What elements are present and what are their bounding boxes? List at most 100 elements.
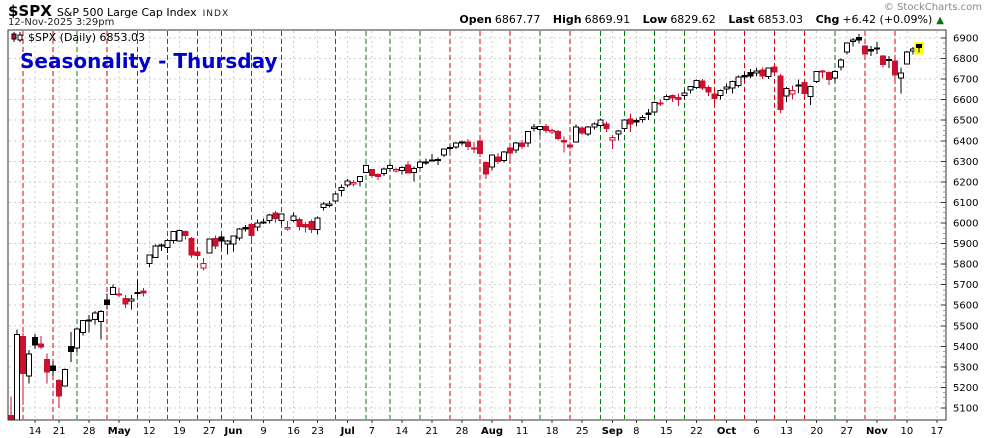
x-axis-label: 25 — [576, 426, 589, 437]
candle-body — [320, 203, 327, 208]
candle-body — [80, 320, 87, 334]
symbol-name: S&P 500 Large Cap Index — [56, 6, 197, 19]
x-axis-label: 15 — [660, 426, 673, 437]
low-value: 6829.62 — [670, 13, 716, 26]
candle-body — [326, 203, 333, 206]
candle-body — [218, 236, 225, 242]
candle-body — [86, 319, 93, 322]
x-axis-label: May — [108, 426, 131, 437]
candle-body — [525, 130, 532, 144]
x-axis-label: 14 — [395, 426, 408, 437]
candle-body — [446, 146, 453, 150]
y-axis-label: 6900 — [953, 34, 978, 45]
y-axis-label: 6300 — [953, 157, 978, 168]
candle-body — [26, 353, 33, 377]
change-up-arrow-icon: ▲ — [936, 15, 944, 26]
candle-body — [362, 165, 369, 173]
candle-body — [687, 86, 694, 91]
chg-label: Chg — [815, 13, 840, 26]
candle-body — [188, 237, 195, 256]
candle-body — [332, 193, 339, 202]
x-axis-label: 23 — [311, 426, 324, 437]
low-label: Low — [642, 13, 668, 26]
candle-body — [501, 151, 508, 161]
y-axis-label: 6700 — [953, 75, 978, 86]
candle-body — [296, 218, 303, 227]
candle-body — [74, 328, 81, 349]
x-axis-label: 13 — [780, 426, 793, 437]
candle-body — [464, 141, 471, 148]
candle-body — [128, 298, 135, 302]
candle-body — [681, 92, 688, 97]
candle-body — [849, 39, 856, 43]
candle-body — [392, 169, 399, 172]
candle-body — [110, 286, 117, 295]
candle-body — [356, 175, 363, 182]
candle-body — [92, 312, 99, 320]
candle-body — [206, 238, 213, 254]
candle-body — [434, 158, 441, 161]
candle-body — [410, 168, 417, 173]
candlestick-icon — [11, 32, 24, 42]
candle-body — [837, 59, 844, 68]
candle-body — [489, 154, 496, 168]
candle-body — [122, 297, 129, 305]
candle-body — [398, 167, 405, 172]
candle-body — [266, 214, 273, 222]
grid-layer — [9, 31, 945, 419]
candle-body — [152, 245, 159, 259]
candle-body — [314, 217, 321, 230]
x-axis-label: 19 — [173, 426, 186, 437]
y-axis-label: 5500 — [953, 321, 978, 332]
x-axis-label: 21 — [426, 426, 439, 437]
candle-body — [855, 37, 862, 41]
high-value: 6869.91 — [584, 13, 631, 26]
candle-body — [693, 80, 700, 89]
candle-body — [591, 123, 598, 128]
x-axis-label: Jul — [340, 426, 355, 437]
candle-body — [729, 81, 736, 89]
candle-body — [861, 45, 868, 55]
chg-value: +6.42 (+0.09%) — [842, 13, 933, 26]
candle-body — [470, 147, 477, 150]
candle-body — [573, 126, 580, 143]
candle-body — [290, 215, 297, 221]
y-axis-label: 6100 — [953, 198, 978, 209]
candle-body — [507, 147, 514, 154]
candle-body — [915, 44, 922, 49]
candle-body — [633, 120, 640, 123]
candle-body — [675, 96, 682, 101]
y-axis-label: 5700 — [953, 280, 978, 291]
candle-body — [609, 137, 616, 141]
x-axis-label: 18 — [546, 426, 559, 437]
candle-body — [711, 93, 718, 100]
candle-body — [771, 66, 778, 73]
y-axis-label: 5300 — [953, 362, 978, 373]
legend-text: $SPX (Daily) 6853.03 — [28, 31, 146, 44]
candle-body — [819, 70, 826, 73]
candle-body — [404, 164, 411, 174]
candle-body — [735, 76, 742, 87]
candle-body — [813, 71, 820, 82]
chart-legend: $SPX (Daily) 6853.03 — [11, 31, 145, 44]
candle-body — [158, 244, 165, 247]
candle-body — [789, 90, 796, 95]
candle-body — [699, 80, 706, 89]
candle-body — [380, 168, 387, 174]
candle-body — [242, 227, 249, 230]
candle-body — [831, 70, 838, 79]
y-axis-label: 5100 — [953, 404, 978, 415]
x-axis-label: 16 — [287, 426, 300, 437]
x-axis-label: 22 — [690, 426, 703, 437]
candle-body — [903, 51, 910, 65]
candle-body — [8, 415, 15, 420]
candle-body — [741, 75, 748, 78]
candle-body — [134, 291, 141, 294]
candle-body — [897, 72, 904, 79]
x-axis-label: 28 — [456, 426, 469, 437]
candle-body — [513, 142, 520, 151]
ohlc-quote-bar: Open 6867.77 High 6869.91 Low 6829.62 Last 6… — [459, 13, 944, 26]
y-axis-label: 6200 — [953, 177, 978, 188]
candle-body — [639, 117, 646, 121]
